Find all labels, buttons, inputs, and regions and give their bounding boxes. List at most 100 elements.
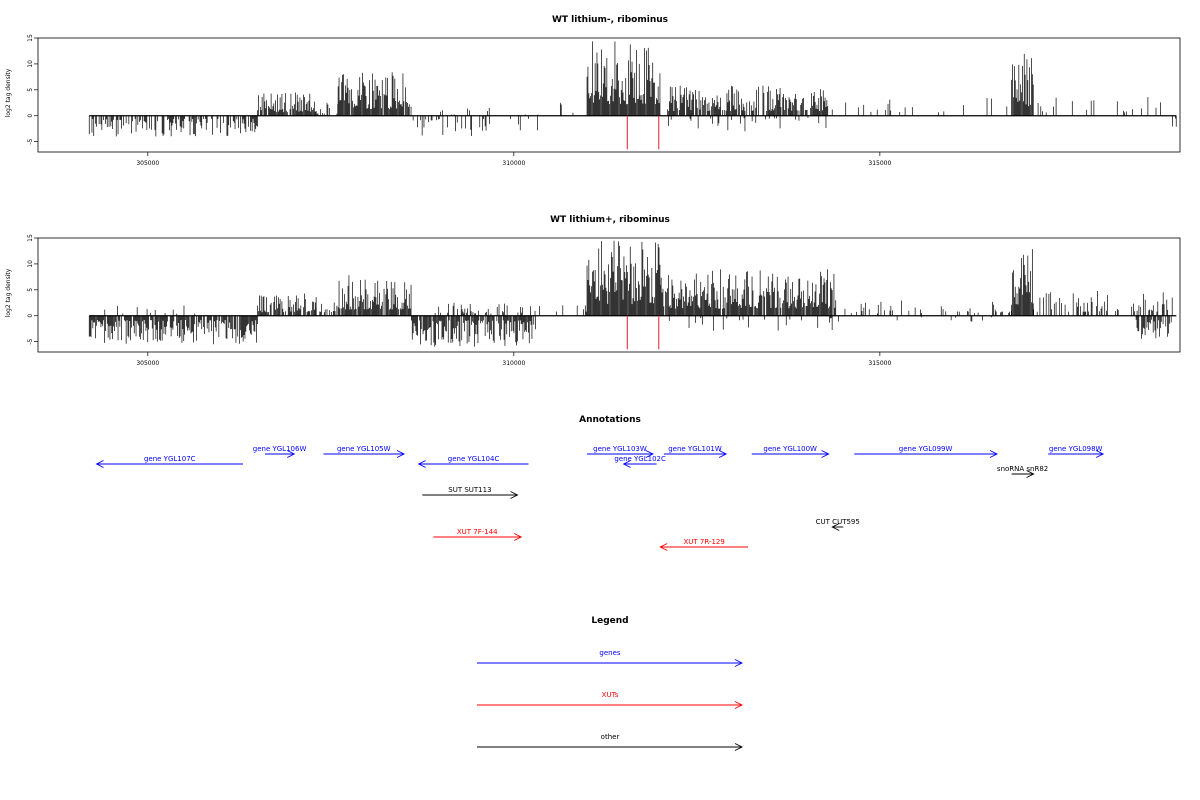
x-tick-label: 315000 [868,360,891,367]
annotation-feature: gene YGL102C [614,455,666,468]
legend-arrow-head [734,659,744,667]
x-tick-label: 310000 [502,360,525,367]
annotation-arrow-head [989,450,998,458]
legend-entry: XUTs [477,691,744,709]
annotation-feature: gene YGL101W [663,445,728,458]
annotation-feature: SUT SUT113 [422,486,519,499]
legend-title: Legend [591,616,628,626]
legend-entry: other [477,733,744,751]
legend-arrow-head [734,743,744,751]
annotation-feature: gene YGL100W [751,445,830,458]
annotation-arrow-head [417,460,426,468]
annotation-feature: gene YGL103W [587,445,654,458]
annotation-feature: gene YGL106W [253,445,307,458]
signal-bars [434,302,536,316]
signal-bars [337,275,412,316]
plot-frame [37,237,1181,353]
signal-bars [1011,53,1034,116]
annotation-feature: snoRNA snR82 [997,465,1048,478]
y-tick-label: -5 [27,338,34,344]
legend-label: genes [599,649,620,657]
signal-bars [88,315,258,345]
annotation-arrow-head [287,450,296,458]
annotation-label: gene YGL098W [1049,445,1103,453]
annotation-arrow-head [513,533,523,541]
signal-bars [586,41,661,116]
annotation-arrow-head [95,460,104,468]
annotation-label: gene YGL103W [593,445,647,453]
signal-bars [586,240,661,316]
annotation-arrow-head [659,543,668,551]
annotation-arrow-head [1095,450,1105,458]
annotation-label: snoRNA snR82 [997,465,1048,473]
annotation-label: gene YGL100W [763,445,817,453]
x-tick-label: 315000 [868,160,891,167]
signal-bars [668,315,833,331]
annotation-label: gene YGL105W [337,445,391,453]
signal-bars [1033,291,1173,316]
legend-label: other [601,733,620,741]
signal-bars [412,115,538,136]
annotation-feature: gene YGL104C [417,455,529,468]
y-tick-label: 0 [27,314,34,318]
annotation-arrow-head [510,491,519,499]
legend: Legend genes XUTs other [477,616,744,751]
plot-title: WT lithium-, ribominus [552,15,668,25]
annotation-arrow-head [396,450,406,458]
plot-frame [37,37,1181,153]
annotation-label: gene YGL107C [144,455,196,463]
annotation-arrow-head [718,450,728,458]
annotation-label: gene YGL099W [899,445,953,453]
signal-bars [831,98,1008,116]
annotation-feature: gene YGL098W [1048,445,1105,458]
signal-bars [838,315,992,322]
annotation-label: gene YGL106W [253,445,307,453]
signal-bars [315,302,338,316]
annotation-label: SUT SUT113 [448,486,491,494]
y-tick-label: -5 [27,138,34,144]
annotation-arrow-head [622,460,631,468]
annotation-label: gene YGL101W [668,445,722,453]
signal-bars [411,315,536,347]
signal-bars [659,269,837,316]
y-tick-label: 0 [27,114,34,118]
signal-bars [1037,97,1161,116]
annotation-feature: XUT 7R-129 [659,538,749,551]
x-tick-label: 305000 [136,160,159,167]
y-tick-label: 15 [27,34,34,42]
x-tick-label: 310000 [502,160,525,167]
y-tick-label: 5 [27,288,34,292]
signal-bars [88,115,258,137]
annotation-label: CUT CUT595 [816,518,860,526]
signal-bars [315,102,339,116]
annotation-arrow-head [1026,470,1035,478]
annotation-label: gene YGL102C [614,455,666,463]
signal-bars [1135,315,1172,339]
signal-bars [1011,249,1034,316]
annotations-track: Annotations gene YGL107C gene YGL106W gene… [95,415,1105,551]
annotation-feature: gene YGL105W [323,445,406,458]
annotation-arrow-head [831,523,840,531]
signal-bars [1172,115,1177,127]
annotation-label: XUT 7F-144 [457,528,498,536]
signal-bars [257,92,317,116]
annotation-feature: gene YGL099W [854,445,998,458]
signal-bars [559,102,574,116]
signal-bars [539,305,587,316]
y-axis-label: log2 tag density [5,268,12,317]
annotation-feature: gene YGL107C [95,455,243,468]
annotation-label: XUT 7R-129 [683,538,724,546]
signal-bars [667,85,829,116]
legend-label: XUTs [602,691,619,699]
annotation-feature: CUT CUT595 [816,518,860,531]
annotation-label: gene YGL104C [448,455,500,463]
y-tick-label: 10 [27,60,34,68]
plot-title: WT lithium+, ribominus [550,215,670,225]
annotation-feature: XUT 7F-144 [433,528,523,541]
y-axis-label: log2 tag density [5,68,12,117]
signal-bars [440,107,539,116]
annotations-title: Annotations [579,415,641,425]
track-plot-lithium-plus: WT lithium+, ribominus log2 tag density … [5,215,1181,367]
annotation-arrow-head [821,450,830,458]
